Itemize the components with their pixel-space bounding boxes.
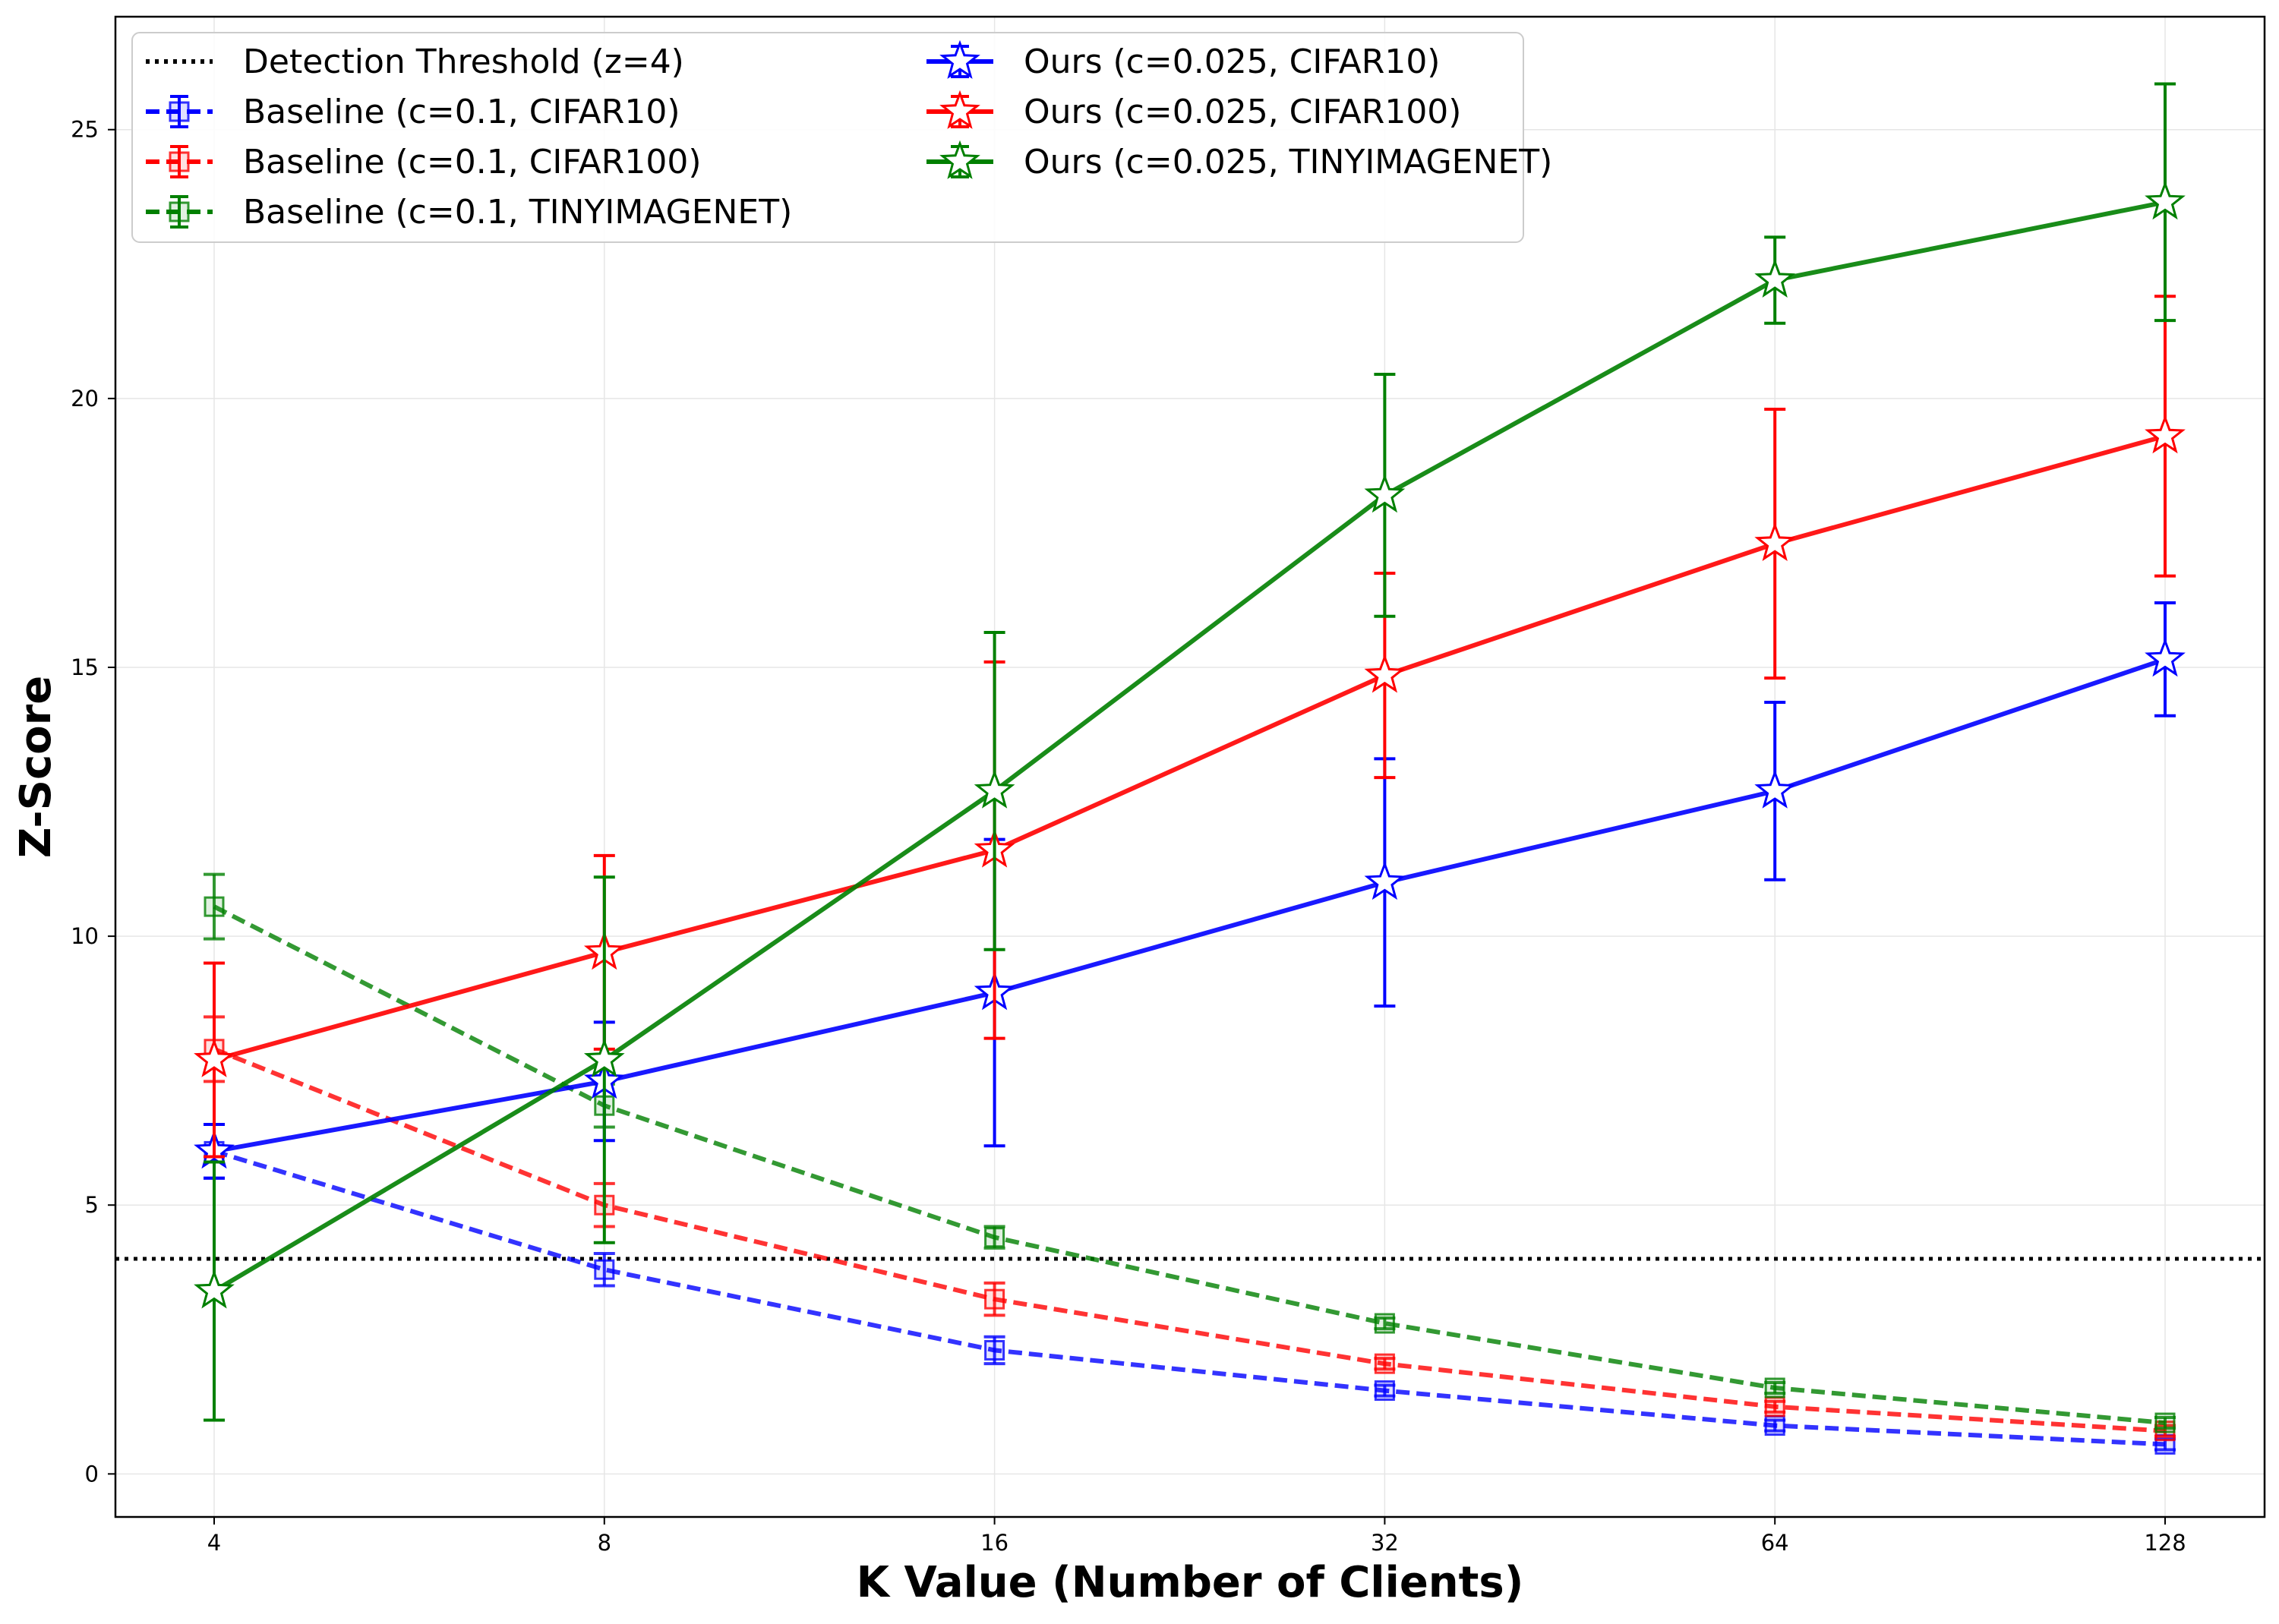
- series-line: [213, 434, 2166, 1062]
- series-layer: [194, 82, 2186, 1455]
- series-baseline-0: [204, 1122, 2176, 1455]
- series-line: [213, 1149, 2166, 1447]
- data-point: [194, 1038, 235, 1077]
- series-line: [213, 904, 2166, 1426]
- y-axis-ticks: 0 5 10 15 20 25: [71, 117, 115, 1487]
- legend-marker: [169, 201, 190, 222]
- plot-frame: [114, 15, 2266, 1518]
- series-ours-4: [194, 295, 2186, 1159]
- legend-marker: [939, 140, 980, 179]
- series-ours-3: [194, 601, 2186, 1180]
- series-baseline-1: [204, 1015, 2176, 1442]
- data-point: [974, 769, 1015, 809]
- data-point: [984, 1288, 1005, 1310]
- data-point: [1754, 769, 1796, 809]
- data-point: [2154, 1433, 2176, 1455]
- x-tick-label: 32: [1371, 1530, 1399, 1556]
- legend-label: Detection Threshold (z=4): [243, 43, 684, 81]
- data-point: [2145, 180, 2186, 220]
- data-point: [1374, 1353, 1395, 1374]
- data-point: [1764, 1377, 1785, 1399]
- data-point: [1754, 258, 1796, 298]
- x-axis-ticks: 4 8 16 32 64 128: [207, 1517, 2186, 1556]
- series-line: [213, 657, 2166, 1154]
- data-point: [2145, 638, 2186, 677]
- legend-label: Baseline (c=0.1, CIFAR10): [243, 93, 680, 131]
- y-axis-label: Z-Score: [11, 676, 61, 858]
- legend-entry-2: Baseline (c=0.1, CIFAR100): [146, 143, 702, 181]
- legend-entry-6: Ours (c=0.025, TINYIMAGENET): [926, 140, 1552, 181]
- legend-box: [131, 32, 1524, 243]
- data-point: [984, 1339, 1005, 1361]
- data-point: [2145, 415, 2186, 454]
- legend-entry-3: Baseline (c=0.1, TINYIMAGENET): [146, 193, 792, 232]
- legend-entry-5: Ours (c=0.025, CIFAR100): [926, 90, 1461, 131]
- data-point: [204, 896, 225, 917]
- x-tick-label: 8: [598, 1530, 611, 1556]
- x-tick-label: 16: [980, 1530, 1009, 1556]
- legend-marker: [169, 151, 190, 172]
- legend-marker: [939, 39, 980, 79]
- legend-label: Ours (c=0.025, CIFAR10): [1024, 43, 1440, 81]
- x-tick-label: 128: [2144, 1530, 2186, 1556]
- y-tick-label: 5: [85, 1192, 99, 1218]
- series-baseline-2: [204, 872, 2176, 1433]
- data-point: [984, 1227, 1005, 1248]
- legend-label: Ours (c=0.025, CIFAR100): [1024, 93, 1461, 131]
- legend: Detection Threshold (z=4) Baseline (c=0.1…: [131, 32, 1552, 243]
- data-point: [583, 1038, 625, 1077]
- legend-label: Baseline (c=0.1, TINYIMAGENET): [243, 193, 792, 232]
- y-tick-label: 0: [85, 1461, 99, 1487]
- legend-marker: [169, 101, 190, 122]
- x-tick-label: 4: [207, 1530, 221, 1556]
- legend-entry-1: Baseline (c=0.1, CIFAR10): [146, 93, 680, 131]
- data-point: [2154, 1412, 2176, 1433]
- data-point: [1374, 1313, 1395, 1334]
- legend-entry-4: Ours (c=0.025, CIFAR10): [926, 39, 1440, 81]
- legend-marker: [939, 90, 980, 129]
- x-tick-label: 64: [1761, 1530, 1789, 1556]
- legend-entry-0: Detection Threshold (z=4): [146, 43, 684, 81]
- series-line: [213, 200, 2166, 1294]
- y-tick-label: 25: [71, 117, 99, 143]
- data-point: [194, 1269, 235, 1309]
- data-point: [1764, 1396, 1785, 1417]
- x-axis-label: K Value (Number of Clients): [857, 1558, 1524, 1607]
- y-tick-label: 10: [71, 923, 99, 949]
- legend-label: Baseline (c=0.1, CIFAR100): [243, 143, 702, 181]
- data-point: [1364, 473, 1406, 513]
- data-point: [1364, 861, 1406, 900]
- y-tick-label: 15: [71, 654, 99, 680]
- data-point: [1364, 654, 1406, 693]
- series-ours-5: [194, 82, 2186, 1422]
- data-point: [1374, 1380, 1395, 1402]
- series-line: [213, 1047, 2166, 1433]
- legend-label: Ours (c=0.025, TINYIMAGENET): [1024, 143, 1552, 181]
- y-tick-label: 20: [71, 386, 99, 412]
- data-point: [594, 1259, 615, 1280]
- data-point: [1764, 1415, 1785, 1436]
- data-point: [1754, 522, 1796, 561]
